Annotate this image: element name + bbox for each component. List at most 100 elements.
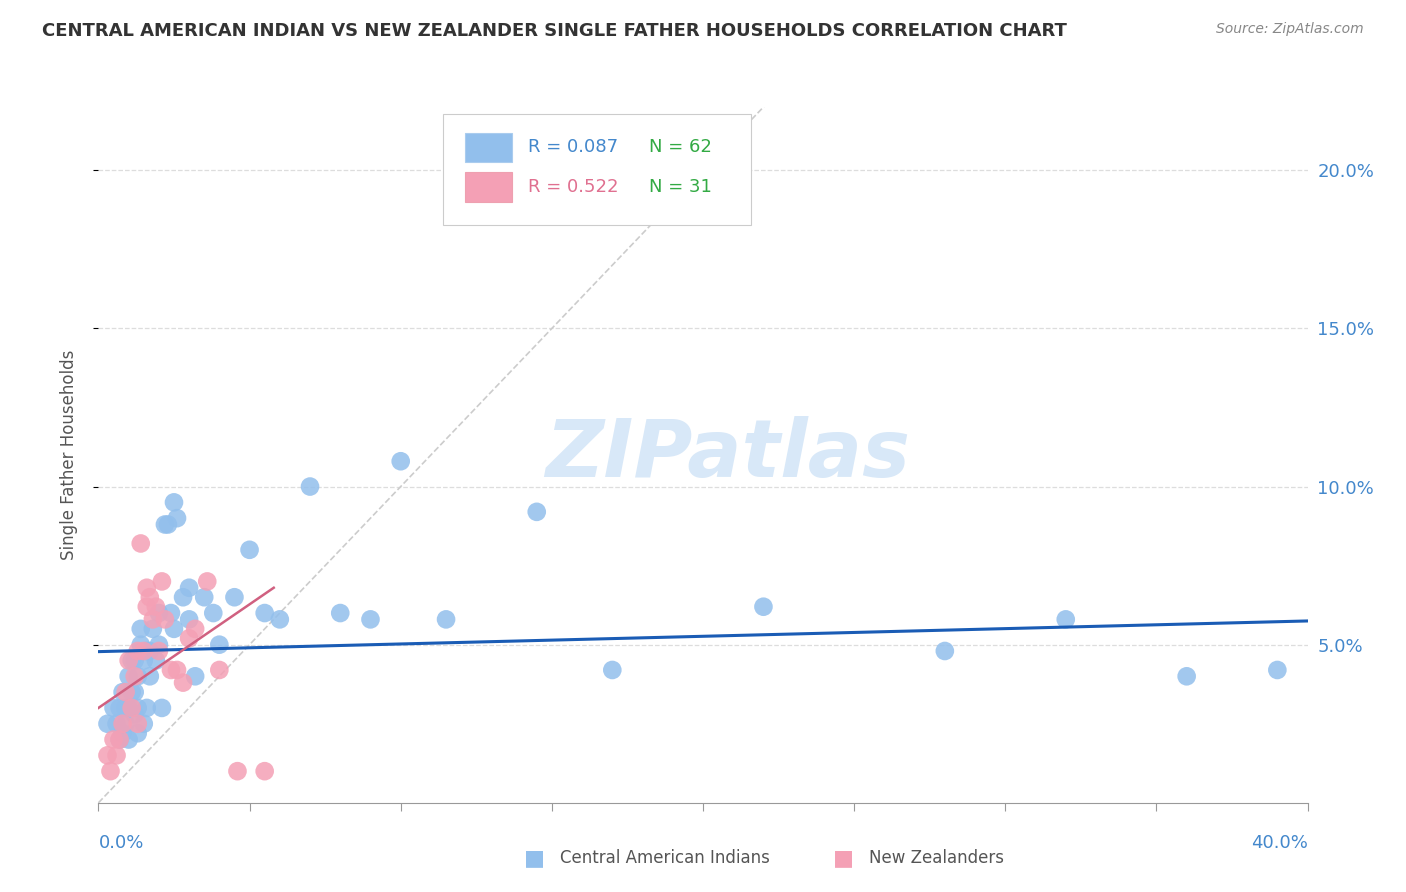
Point xyxy=(148,638,170,652)
Point xyxy=(124,685,146,699)
Point xyxy=(129,638,152,652)
Point xyxy=(148,644,170,658)
Point xyxy=(526,505,548,519)
Point xyxy=(145,599,167,614)
Point xyxy=(184,622,207,636)
Point xyxy=(103,701,125,715)
Point xyxy=(179,632,201,646)
Point xyxy=(114,701,136,715)
Point xyxy=(111,726,134,740)
Point xyxy=(239,542,262,557)
Point xyxy=(166,663,188,677)
Point xyxy=(145,653,167,667)
Point xyxy=(135,701,157,715)
Point xyxy=(202,606,225,620)
Point xyxy=(269,612,291,626)
Point xyxy=(1054,612,1077,626)
Point xyxy=(118,701,141,715)
Point xyxy=(103,732,125,747)
Text: 40.0%: 40.0% xyxy=(1251,834,1308,852)
Point xyxy=(142,622,165,636)
Point xyxy=(127,669,149,683)
Point xyxy=(434,612,457,626)
Point xyxy=(135,644,157,658)
Point xyxy=(108,732,131,747)
Point xyxy=(389,454,412,468)
Point xyxy=(139,591,162,605)
Text: ZIPatlas: ZIPatlas xyxy=(544,416,910,494)
Point xyxy=(132,653,155,667)
Text: N = 31: N = 31 xyxy=(648,178,711,196)
Text: ■: ■ xyxy=(834,848,853,868)
FancyBboxPatch shape xyxy=(465,133,512,162)
Point xyxy=(108,732,131,747)
Point xyxy=(1175,669,1198,683)
Point xyxy=(139,669,162,683)
Y-axis label: Single Father Households: Single Father Households xyxy=(59,350,77,560)
Point xyxy=(179,581,201,595)
Point xyxy=(127,716,149,731)
Point xyxy=(160,606,183,620)
Text: 0.0%: 0.0% xyxy=(98,834,143,852)
Point xyxy=(114,685,136,699)
Text: ■: ■ xyxy=(524,848,544,868)
Point xyxy=(139,644,162,658)
Point xyxy=(329,606,352,620)
Point xyxy=(195,574,218,589)
Point xyxy=(1267,663,1289,677)
Point xyxy=(148,606,170,620)
Point xyxy=(118,669,141,683)
Point xyxy=(132,644,155,658)
Point xyxy=(153,517,176,532)
Point xyxy=(602,663,624,677)
Point xyxy=(934,644,956,658)
Point xyxy=(163,495,186,509)
Point xyxy=(121,653,143,667)
Point xyxy=(208,638,231,652)
Point xyxy=(124,653,146,667)
Point xyxy=(129,536,152,550)
Point xyxy=(127,726,149,740)
Point xyxy=(111,716,134,731)
Point xyxy=(135,599,157,614)
Point xyxy=(105,716,128,731)
Text: CENTRAL AMERICAN INDIAN VS NEW ZEALANDER SINGLE FATHER HOUSEHOLDS CORRELATION CH: CENTRAL AMERICAN INDIAN VS NEW ZEALANDER… xyxy=(42,22,1067,40)
Point xyxy=(166,511,188,525)
Point xyxy=(179,612,201,626)
Point xyxy=(150,701,173,715)
Point xyxy=(172,675,194,690)
Point xyxy=(121,685,143,699)
Text: N = 62: N = 62 xyxy=(648,138,711,156)
FancyBboxPatch shape xyxy=(465,172,512,202)
Point xyxy=(156,517,179,532)
Text: New Zealanders: New Zealanders xyxy=(869,849,1004,867)
Text: R = 0.087: R = 0.087 xyxy=(527,138,617,156)
Text: Central American Indians: Central American Indians xyxy=(560,849,769,867)
Point xyxy=(129,622,152,636)
Point xyxy=(752,599,775,614)
Point xyxy=(96,716,118,731)
Point xyxy=(253,606,276,620)
Point xyxy=(163,622,186,636)
FancyBboxPatch shape xyxy=(443,114,751,226)
Point xyxy=(105,748,128,763)
Point xyxy=(360,612,382,626)
Point xyxy=(100,764,122,779)
Point xyxy=(299,479,322,493)
Point xyxy=(135,581,157,595)
Point xyxy=(172,591,194,605)
Text: Source: ZipAtlas.com: Source: ZipAtlas.com xyxy=(1216,22,1364,37)
Point xyxy=(184,669,207,683)
Point xyxy=(226,764,249,779)
Point xyxy=(127,644,149,658)
Point xyxy=(121,701,143,715)
Point xyxy=(96,748,118,763)
Point xyxy=(111,685,134,699)
Point xyxy=(160,663,183,677)
Point xyxy=(142,612,165,626)
Point xyxy=(118,732,141,747)
Point xyxy=(124,669,146,683)
Point xyxy=(132,716,155,731)
Point xyxy=(193,591,215,605)
Point xyxy=(150,574,173,589)
